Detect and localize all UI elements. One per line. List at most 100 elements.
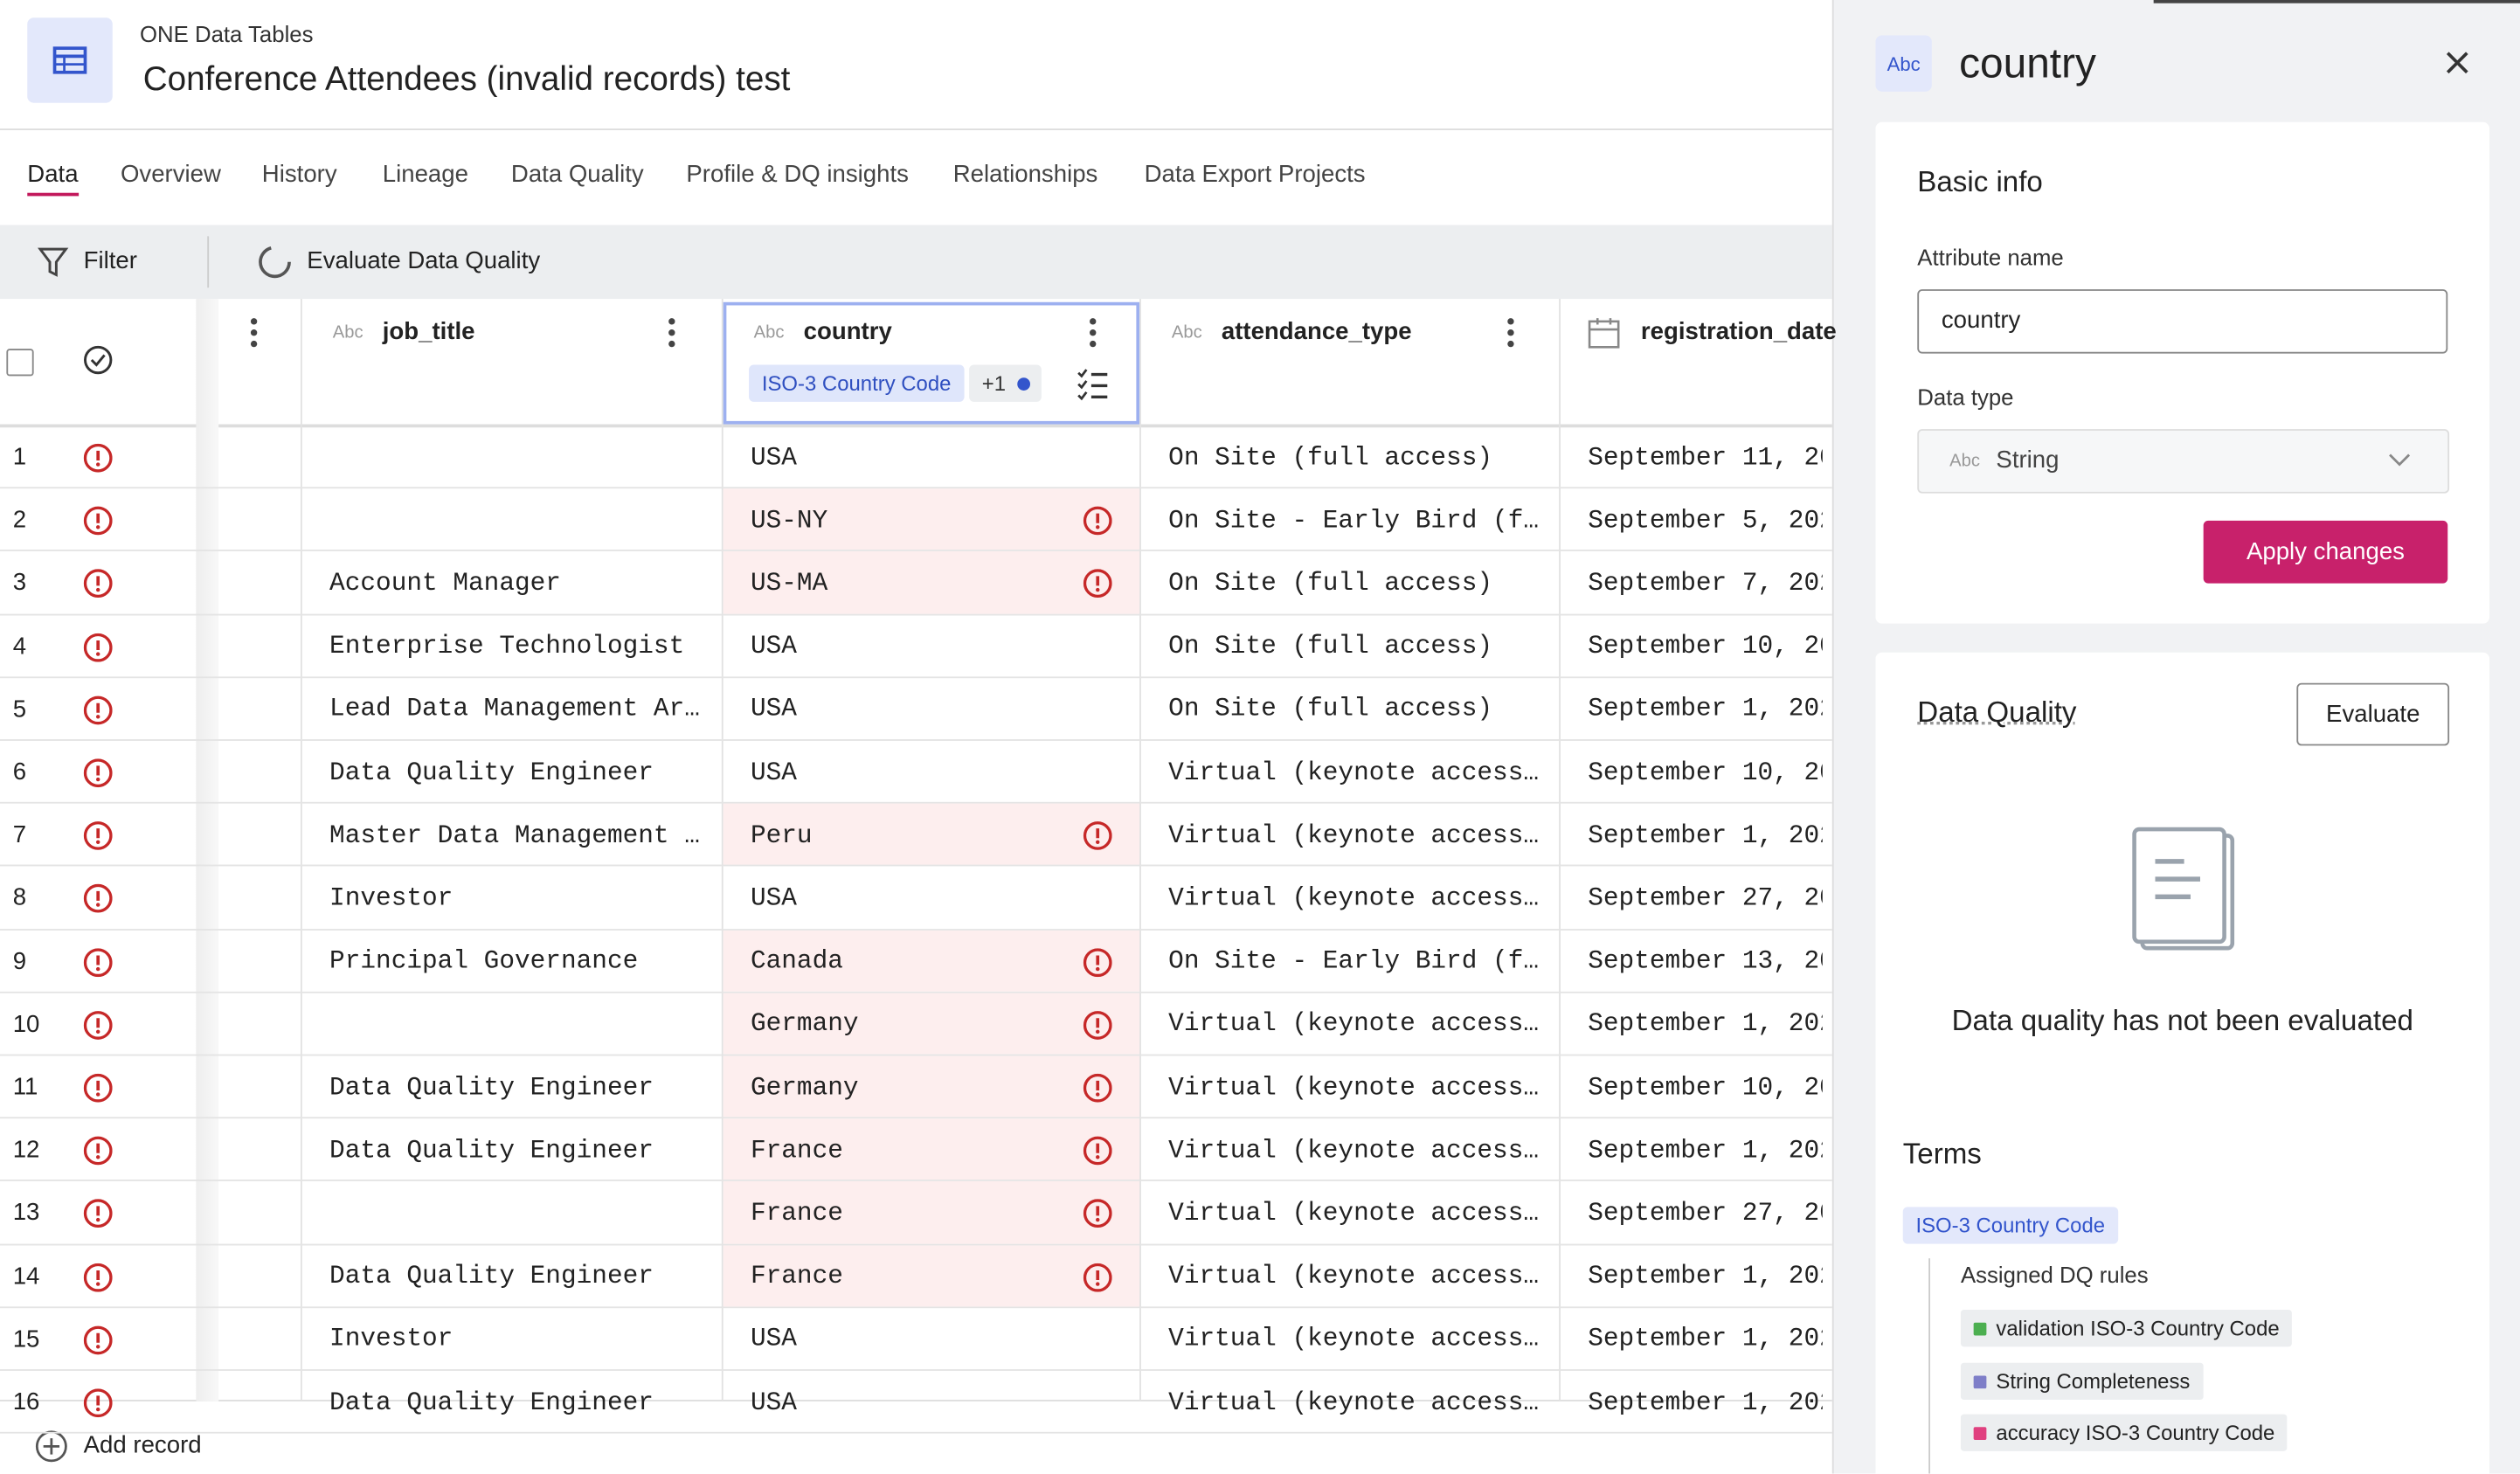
column-name[interactable]: attendance_type: [1221, 318, 1412, 346]
cell-job-title[interactable]: Master Data Management …: [329, 820, 700, 850]
cell-country[interactable]: USA: [750, 632, 797, 661]
cell-registration-date[interactable]: September 10, 2022: [1588, 758, 1823, 787]
column-name[interactable]: registration_date: [1640, 318, 1837, 346]
cell-job-title[interactable]: Investor: [329, 883, 453, 913]
tab[interactable]: History: [261, 160, 337, 189]
cell-registration-date[interactable]: September 1, 2022: [1588, 1009, 1823, 1039]
cell-attendance-type[interactable]: On Site - Early Bird (f…: [1168, 946, 1540, 976]
cell-attendance-type[interactable]: Virtual (keynote access…: [1168, 1199, 1540, 1228]
term-chip[interactable]: ISO-3 Country Code: [749, 364, 965, 402]
cell-country[interactable]: US-MA: [750, 569, 828, 599]
cell-registration-date[interactable]: September 1, 2022: [1588, 695, 1823, 724]
row-number: 10: [12, 1010, 40, 1038]
cell-attendance-type[interactable]: Virtual (keynote access…: [1168, 820, 1540, 850]
cell-job-title[interactable]: Data Quality Engineer: [329, 1387, 654, 1417]
cell-registration-date[interactable]: September 27, 2022: [1588, 1199, 1823, 1228]
dq-rule[interactable]: accuracy ISO-3 Country Code: [1960, 1414, 2288, 1451]
cell-attendance-type[interactable]: Virtual (keynote access…: [1168, 1325, 1540, 1354]
cell-attendance-type[interactable]: Virtual (keynote access…: [1168, 758, 1540, 787]
cell-registration-date[interactable]: September 1, 2022: [1588, 1135, 1823, 1166]
cell-registration-date[interactable]: September 7, 2022: [1588, 569, 1823, 599]
filter-button[interactable]: Filter: [83, 247, 137, 275]
tab[interactable]: Data Export Projects: [1144, 160, 1366, 189]
add-record-button[interactable]: Add record: [83, 1431, 202, 1460]
row-number: 4: [12, 633, 27, 661]
cell-registration-date[interactable]: September 1, 2022: [1588, 820, 1823, 850]
term-chip[interactable]: ISO-3 Country Code: [1902, 1207, 2118, 1244]
invalid-cell: [723, 1244, 1140, 1306]
cell-country[interactable]: USA: [750, 1387, 797, 1417]
cell-country[interactable]: US-NY: [750, 505, 828, 536]
cell-registration-date[interactable]: September 27, 2022: [1588, 883, 1823, 913]
cell-attendance-type[interactable]: Virtual (keynote access…: [1168, 1135, 1540, 1166]
close-button[interactable]: [2443, 48, 2472, 77]
cell-attendance-type[interactable]: Virtual (keynote access…: [1168, 1387, 1540, 1417]
invalid-cell: [723, 803, 1140, 866]
cell-attendance-type[interactable]: Virtual (keynote access…: [1168, 1009, 1540, 1039]
cell-registration-date[interactable]: September 11, 2022: [1588, 442, 1823, 473]
cell-job-title[interactable]: Data Quality Engineer: [329, 1072, 654, 1103]
tab[interactable]: Lineage: [382, 160, 468, 189]
invalid-cell: [723, 488, 1140, 550]
tab[interactable]: Data Quality: [510, 160, 644, 189]
cell-country[interactable]: Germany: [750, 1009, 859, 1039]
dq-rule[interactable]: String Completeness: [1960, 1361, 2204, 1400]
evaluate-dq-button[interactable]: Evaluate: [2296, 682, 2450, 746]
cell-attendance-type[interactable]: On Site (full access): [1168, 632, 1493, 661]
cell-job-title[interactable]: Investor: [329, 1325, 453, 1354]
checkbox[interactable]: [6, 349, 34, 377]
cell-registration-date[interactable]: September 10, 2022: [1588, 1072, 1823, 1103]
cell-registration-date[interactable]: September 5, 2022: [1588, 505, 1823, 536]
error-icon: [83, 506, 113, 536]
cell-job-title[interactable]: Enterprise Technologist: [329, 632, 685, 661]
row-number: 14: [12, 1263, 40, 1291]
field-label: Attribute name: [1917, 244, 2064, 271]
cell-country[interactable]: Germany: [750, 1072, 859, 1103]
cell-country[interactable]: Canada: [750, 946, 843, 976]
cell-registration-date[interactable]: September 1, 2022: [1588, 1262, 1823, 1291]
cell-registration-date[interactable]: September 13, 2022: [1588, 946, 1823, 976]
type-icon: Abc: [1949, 451, 1980, 471]
cell-job-title[interactable]: Data Quality Engineer: [329, 1135, 654, 1166]
cell-country[interactable]: France: [750, 1262, 843, 1291]
header-row: [0, 299, 1832, 428]
evaluate-button[interactable]: Evaluate Data Quality: [307, 247, 541, 275]
toolbar: [0, 225, 1832, 300]
cell-attendance-type[interactable]: On Site (full access): [1168, 442, 1493, 473]
cell-attendance-type[interactable]: Virtual (keynote access…: [1168, 1072, 1540, 1103]
row-divider: [0, 865, 1832, 868]
attribute-input[interactable]: country: [1917, 289, 2448, 354]
cell-attendance-type[interactable]: On Site - Early Bird (f…: [1168, 505, 1540, 536]
cell-job-title[interactable]: Account Manager: [329, 569, 561, 599]
tab[interactable]: Overview: [120, 160, 221, 189]
cell-country[interactable]: Peru: [750, 820, 813, 850]
tab[interactable]: Relationships: [952, 160, 1098, 189]
cell-registration-date[interactable]: September 1, 2022: [1588, 1325, 1823, 1354]
cell-registration-date[interactable]: September 1, 2022: [1588, 1387, 1823, 1417]
column-name[interactable]: job_title: [382, 318, 475, 346]
cell-job-title[interactable]: Data Quality Engineer: [329, 1262, 654, 1291]
cell-job-title[interactable]: Data Quality Engineer: [329, 758, 654, 787]
cell-country[interactable]: USA: [750, 695, 797, 724]
cell-registration-date[interactable]: September 10, 2022: [1588, 632, 1823, 661]
tab[interactable]: Profile & DQ insights: [686, 160, 909, 189]
cell-attendance-type[interactable]: On Site (full access): [1168, 695, 1493, 724]
type-select[interactable]: [1917, 429, 2450, 494]
cell-country[interactable]: USA: [750, 442, 797, 473]
cell-attendance-type[interactable]: On Site (full access): [1168, 569, 1493, 599]
column-name[interactable]: country: [803, 318, 892, 346]
dq-rule[interactable]: validation ISO-3 Country Code: [1960, 1310, 2293, 1347]
tab[interactable]: Data: [27, 160, 79, 189]
row-divider: [0, 991, 1832, 993]
cell-country[interactable]: USA: [750, 758, 797, 787]
cell-country[interactable]: USA: [750, 1325, 797, 1354]
rule-color: [1973, 1322, 1987, 1336]
apply-button[interactable]: Apply changes: [2203, 520, 2448, 584]
cell-country[interactable]: France: [750, 1199, 843, 1228]
cell-country[interactable]: USA: [750, 883, 797, 913]
cell-job-title[interactable]: Lead Data Management Ar…: [329, 695, 700, 724]
cell-attendance-type[interactable]: Virtual (keynote access…: [1168, 1262, 1540, 1291]
cell-country[interactable]: France: [750, 1135, 843, 1166]
cell-job-title[interactable]: Principal Governance: [329, 946, 639, 976]
cell-attendance-type[interactable]: Virtual (keynote access…: [1168, 883, 1540, 913]
